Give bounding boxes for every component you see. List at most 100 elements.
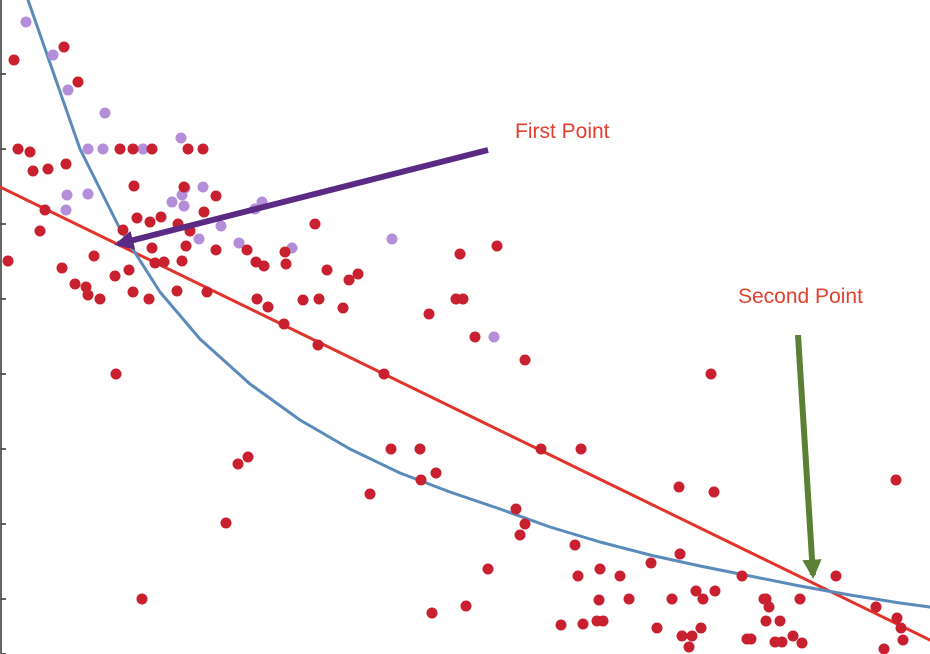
red-point-49 (251, 293, 263, 305)
red-point-78 (220, 517, 232, 529)
purple-point-4 (61, 189, 73, 201)
red-point-41 (146, 143, 158, 155)
red-point-88 (594, 563, 606, 575)
red-point-64 (457, 293, 469, 305)
purple-point-15 (60, 204, 72, 216)
curve-fit-line (26, 0, 930, 609)
red-point-85 (519, 518, 531, 530)
red-point-3 (12, 143, 24, 155)
red-point-33 (180, 240, 192, 252)
red-point-44 (241, 244, 253, 256)
red-point-17 (109, 270, 121, 282)
red-point-62 (423, 308, 435, 320)
red-point-57 (352, 268, 364, 280)
red-point-21 (131, 212, 143, 224)
red-point-6 (60, 158, 72, 170)
red-point-104 (673, 481, 685, 493)
red-point-23 (155, 211, 167, 223)
red-point-20 (127, 286, 139, 298)
data-points (2, 16, 909, 654)
red-point-128 (895, 622, 907, 634)
purple-point-16 (82, 188, 94, 200)
red-point-97 (736, 570, 748, 582)
red-point-84 (510, 503, 522, 515)
red-point-67 (469, 331, 481, 343)
red-point-107 (891, 612, 903, 624)
red-point-120 (760, 615, 772, 627)
purple-point-12 (166, 196, 178, 208)
red-point-5 (42, 163, 54, 175)
purple-point-17 (193, 233, 205, 245)
red-point-105 (708, 486, 720, 498)
red-point-90 (614, 570, 626, 582)
red-point-83 (514, 529, 526, 541)
red-point-125 (774, 615, 786, 627)
red-point-81 (460, 600, 472, 612)
y-axis (0, 0, 6, 654)
red-point-68 (519, 354, 531, 366)
annotation-arrow-0 (114, 147, 489, 250)
purple-point-13 (178, 200, 190, 212)
purple-point-14 (215, 220, 227, 232)
red-point-69 (535, 443, 547, 455)
red-point-4 (24, 146, 36, 158)
red-point-27 (182, 143, 194, 155)
red-point-7 (27, 165, 39, 177)
red-point-2 (72, 76, 84, 88)
red-point-35 (158, 256, 170, 268)
red-point-26 (178, 181, 190, 193)
red-point-48 (280, 258, 292, 270)
purple-point-1 (47, 49, 59, 61)
red-point-116 (695, 622, 707, 634)
red-point-101 (830, 570, 842, 582)
red-point-89 (593, 594, 605, 606)
red-point-8 (2, 255, 14, 267)
red-point-119 (745, 633, 757, 645)
red-point-95 (697, 593, 709, 605)
red-point-114 (676, 630, 688, 642)
red-point-111 (597, 615, 609, 627)
red-point-53 (337, 302, 349, 314)
red-point-14 (94, 293, 106, 305)
red-point-24 (143, 293, 155, 305)
red-point-59 (312, 339, 324, 351)
red-point-66 (491, 240, 503, 252)
red-point-80 (426, 607, 438, 619)
red-point-115 (686, 630, 698, 642)
red-point-11 (56, 262, 68, 274)
red-point-39 (114, 143, 126, 155)
purple-point-2 (62, 84, 74, 96)
red-point-100 (794, 593, 806, 605)
red-point-79 (136, 593, 148, 605)
purple-point-22 (386, 233, 398, 245)
red-point-34 (176, 255, 188, 267)
red-point-93 (666, 593, 678, 605)
red-point-126 (878, 643, 890, 654)
red-point-113 (651, 622, 663, 634)
purple-point-7 (137, 143, 149, 155)
red-point-12 (69, 278, 81, 290)
red-point-70 (575, 443, 587, 455)
purple-point-0 (20, 16, 32, 28)
purple-point-18 (233, 237, 245, 249)
red-point-25 (171, 285, 183, 297)
red-point-55 (321, 264, 333, 276)
red-point-82 (482, 563, 494, 575)
red-point-38 (128, 180, 140, 192)
annotations: First Point Second Point (114, 120, 863, 579)
purple-point-3 (99, 107, 111, 119)
red-point-36 (149, 257, 161, 269)
red-point-22 (144, 216, 156, 228)
red-point-15 (82, 289, 94, 301)
purple-point-10 (197, 181, 209, 193)
red-point-54 (309, 218, 321, 230)
red-point-29 (210, 190, 222, 202)
red-point-40 (127, 143, 139, 155)
red-point-75 (364, 488, 376, 500)
red-point-124 (796, 637, 808, 649)
red-point-60 (378, 368, 390, 380)
red-point-91 (623, 593, 635, 605)
red-point-77 (242, 451, 254, 463)
